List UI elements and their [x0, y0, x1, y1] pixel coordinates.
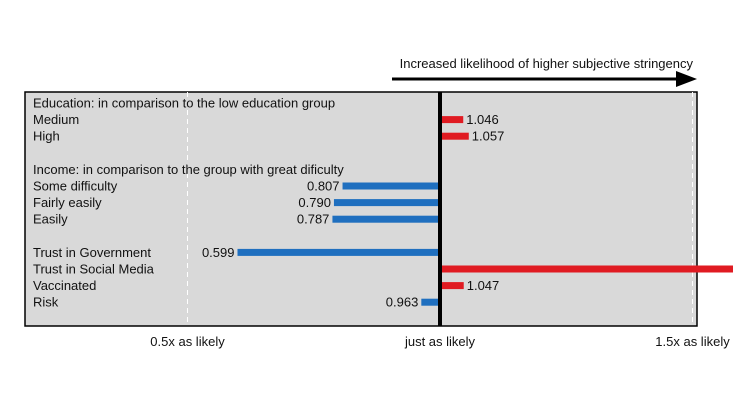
data-label: 0.807 — [307, 179, 340, 194]
bar — [440, 132, 469, 140]
arrow-head-icon — [676, 71, 697, 87]
grid-lines — [187, 92, 693, 326]
arrow-label: Increased likelihood of higher subjectiv… — [400, 56, 694, 71]
row-label: Fairly easily — [33, 195, 102, 210]
row-label: Vaccinated — [33, 278, 96, 293]
bar — [342, 182, 440, 190]
data-label: 0.963 — [386, 295, 419, 310]
x-tick-label: 0.5x as likely — [150, 334, 225, 349]
data-label: 1.057 — [472, 129, 505, 144]
row-label: Easily — [33, 212, 68, 227]
bar — [332, 215, 440, 223]
row-labels-group: Education: in comparison to the low educ… — [33, 96, 344, 310]
bar — [237, 248, 440, 256]
row-label: Income: in comparison to the group with … — [33, 162, 344, 177]
data-label: 0.790 — [298, 195, 331, 210]
bar — [440, 116, 464, 124]
row-label: Risk — [33, 295, 59, 310]
row-label: Trust in Social Media — [33, 262, 155, 277]
row-label: Medium — [33, 112, 79, 127]
plot-panel — [24, 91, 698, 327]
arrow-group: Increased likelihood of higher subjectiv… — [392, 56, 697, 87]
bars-group — [237, 116, 733, 306]
data-label: 1.046 — [466, 112, 499, 127]
value-labels-group: 1.0461.0570.8070.7900.7870.5991.6531.047… — [202, 112, 505, 310]
bar — [440, 265, 733, 273]
bar — [333, 199, 440, 207]
data-label: 0.787 — [297, 212, 330, 227]
x-tick-labels-group: 0.5x as likely just as likely 1.5x as like… — [150, 334, 730, 349]
x-tick-label: 1.5x as likely — [655, 334, 730, 349]
row-label: Trust in Government — [33, 245, 151, 260]
row-label: Some difficulty — [33, 179, 118, 194]
bar — [421, 298, 440, 306]
row-label: High — [33, 129, 60, 144]
x-tick-label: just as likely — [404, 334, 476, 349]
data-label: 0.599 — [202, 245, 235, 260]
row-label: Education: in comparison to the low educ… — [33, 96, 335, 111]
data-label: 1.047 — [467, 278, 500, 293]
bar — [440, 282, 464, 290]
